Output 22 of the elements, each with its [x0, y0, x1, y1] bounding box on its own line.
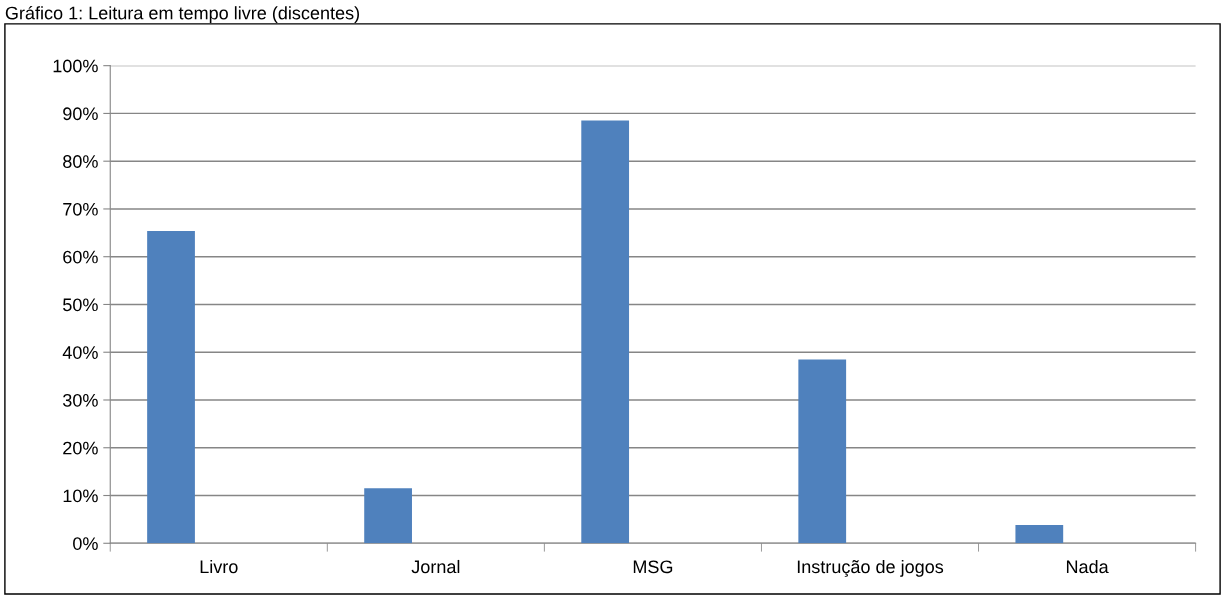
x-tick-label: Livro — [200, 559, 238, 574]
y-tick-label: 80% — [63, 155, 98, 168]
y-tick-label: 30% — [63, 393, 98, 407]
y-tick-label: 50% — [63, 298, 98, 312]
x-tick-label: Nada — [1066, 559, 1109, 574]
bar — [364, 488, 412, 544]
y-tick-label: 60% — [63, 250, 98, 264]
x-tick-label: MSG — [633, 560, 673, 574]
y-tick-label: 100% — [53, 59, 98, 73]
y-tick-label: 90% — [63, 107, 98, 121]
y-tick-label: 70% — [63, 202, 98, 216]
bar — [1015, 525, 1064, 544]
x-tick-label: Instrução de jogos — [797, 559, 944, 577]
x-tick-label: Jornal — [411, 559, 460, 574]
y-tick-label: 10% — [63, 489, 98, 503]
bar — [798, 359, 847, 544]
y-tick-label: 20% — [63, 441, 98, 455]
bar — [581, 120, 630, 544]
bar — [147, 230, 195, 544]
chart-title: Gráfico 1: Leitura em tempo livre (discentes) — [5, 5, 360, 24]
y-tick-label: 0% — [73, 537, 98, 550]
y-tick-label: 40% — [62, 346, 98, 359]
